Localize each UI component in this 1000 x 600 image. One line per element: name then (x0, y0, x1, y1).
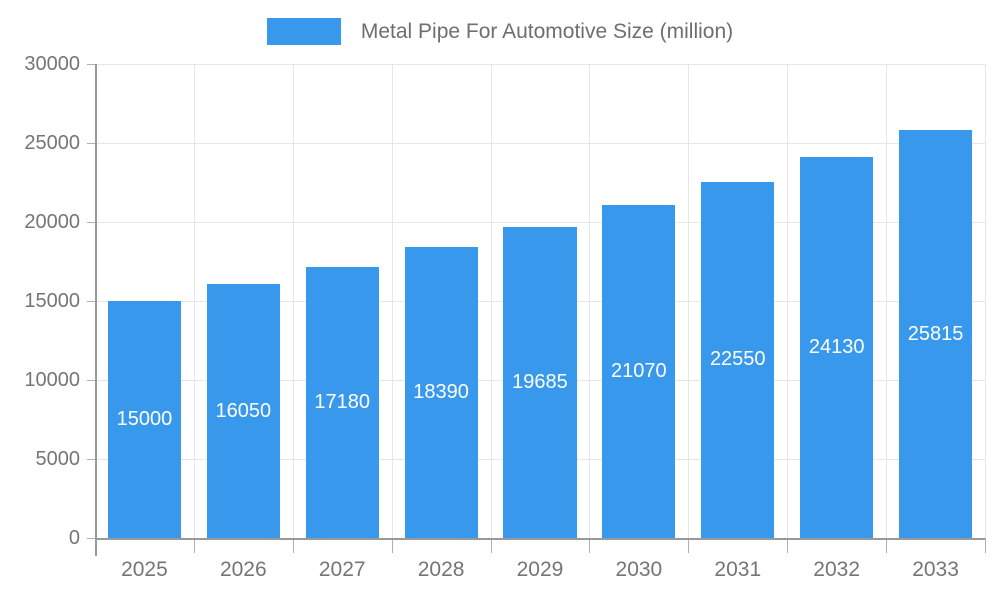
gridline-v (589, 64, 591, 538)
plot-area: 15000 16050 17180 18390 19685 21070 22550 24130… (95, 64, 986, 538)
y-axis-tick (87, 222, 95, 223)
x-axis-tick (985, 538, 986, 553)
x-tick-label: 2025 (121, 558, 168, 581)
legend-label: Metal Pipe For Automotive Size (million) (360, 19, 734, 43)
x-axis-tick (886, 538, 888, 553)
bar[interactable]: 25815 (898, 130, 973, 538)
x-tick-label: 2033 (912, 558, 959, 581)
x-tick-label: 2029 (516, 558, 564, 581)
x-axis-tick (688, 538, 690, 553)
bar-value-label: 25815 (907, 322, 964, 345)
gridline-v (688, 64, 690, 538)
bar[interactable]: 15000 (107, 301, 181, 538)
y-axis-tick (87, 301, 95, 302)
gridline-h (95, 143, 985, 144)
bar-slot: 22550 (688, 64, 787, 538)
y-tick-label: 25000 (24, 132, 80, 154)
bar[interactable]: 21070 (602, 205, 676, 538)
bar-value-label: 17180 (314, 390, 370, 413)
y-axis-tick (87, 143, 95, 144)
bar-value-label: 18390 (413, 381, 469, 404)
y-tick-label: 0 (68, 527, 80, 549)
bar[interactable]: 18390 (404, 247, 478, 538)
y-axis-tick (87, 538, 95, 539)
bar-value-label: 15000 (116, 408, 173, 430)
bar-slot: 19685 (491, 64, 590, 538)
x-tick-label: 2031 (714, 558, 762, 581)
x-tick-label: 2030 (615, 558, 663, 581)
bar-slot: 25815 (886, 64, 985, 538)
legend[interactable]: Metal Pipe For Automotive Size (million) (0, 18, 1000, 45)
bar-slot: 24130 (787, 64, 886, 538)
bar[interactable]: 16050 (206, 284, 280, 538)
x-axis-line (95, 538, 985, 540)
legend-swatch (266, 18, 341, 45)
x-axis-tick (787, 538, 789, 553)
y-axis-tick (87, 459, 95, 460)
y-tick-label: 10000 (24, 369, 80, 391)
gridline-h (95, 64, 985, 65)
bar-value-label: 16050 (215, 399, 272, 422)
gridline-v (985, 64, 986, 538)
bar-slot: 16050 (194, 64, 293, 538)
bar-value-label: 22550 (709, 348, 766, 371)
y-axis-tick (87, 64, 95, 65)
x-axis-tick (193, 538, 195, 553)
bar-slot: 21070 (589, 64, 688, 538)
bar-slot: 17180 (293, 64, 392, 538)
bar-value-label: 19685 (512, 370, 568, 393)
bar-slot: 18390 (392, 64, 491, 538)
x-tick-label: 2028 (417, 558, 465, 581)
bar-value-label: 21070 (611, 360, 667, 383)
gridline-v (193, 64, 195, 538)
bar[interactable]: 24130 (800, 156, 874, 538)
bar[interactable]: 19685 (503, 226, 577, 538)
gridline-v (886, 64, 888, 538)
y-tick-label: 20000 (24, 211, 80, 233)
x-tick-label: 2027 (318, 558, 366, 581)
x-axis-tick (292, 538, 294, 553)
bar[interactable]: 17180 (305, 266, 379, 538)
bar-slot: 15000 (95, 64, 194, 538)
y-axis-tick (87, 380, 95, 381)
gridline-v (391, 64, 393, 538)
y-axis-line (95, 64, 97, 556)
x-axis-tick (391, 538, 393, 553)
gridline-v (490, 64, 492, 538)
x-axis-tick (490, 538, 492, 553)
y-tick-label: 5000 (35, 448, 81, 470)
x-tick-label: 2026 (219, 558, 267, 581)
y-tick-label: 30000 (24, 53, 80, 75)
gridline-v (787, 64, 789, 538)
gridline-v (292, 64, 294, 538)
bar[interactable]: 22550 (701, 181, 775, 538)
x-axis-tick (589, 538, 591, 553)
gridline-h (95, 222, 985, 223)
y-tick-label: 15000 (24, 290, 80, 312)
bar-value-label: 24130 (808, 335, 865, 358)
x-tick-label: 2032 (813, 558, 861, 581)
